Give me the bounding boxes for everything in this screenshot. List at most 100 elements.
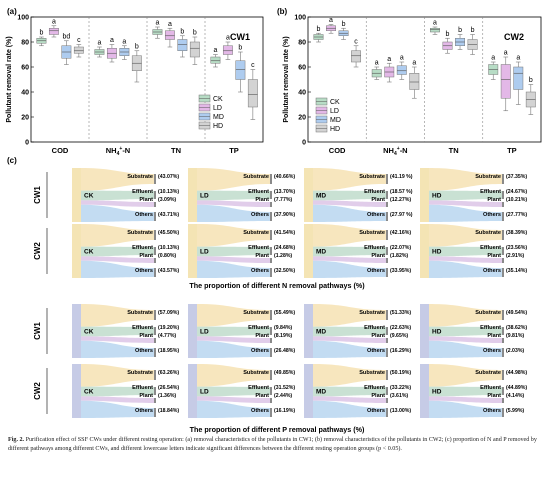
source-node	[304, 168, 313, 222]
pathway-value: (8.19%)	[274, 333, 292, 339]
pathway-label: Plant	[487, 253, 501, 259]
flow-band-effluent	[313, 190, 386, 201]
group-label: HD	[432, 193, 442, 200]
pathway-label: Plant	[139, 197, 153, 203]
pathway-value: (9.65%)	[390, 333, 408, 339]
target-node	[386, 191, 388, 199]
pathway-value: (16.19%)	[274, 408, 295, 414]
significance-letter: a	[97, 40, 101, 47]
legend-label: CK	[330, 99, 340, 106]
group-label: LD	[200, 389, 209, 396]
target-node	[386, 258, 388, 263]
pathway-label: Effluent	[364, 385, 385, 391]
flow-band-others	[81, 340, 154, 358]
target-node	[154, 327, 156, 335]
pathway-card-CK: CK Substrate (63.26%) Effluent (26.54%) Plant…	[72, 364, 179, 418]
flow-band-effluent	[429, 190, 502, 201]
pathway-value: (49.85%)	[274, 370, 295, 376]
flow-band-effluent	[81, 246, 154, 257]
y-tick-label: 40	[298, 90, 306, 97]
flow-band-plant	[81, 336, 154, 343]
group-label: HD	[432, 389, 442, 396]
pathway-label: Substrate	[475, 174, 501, 180]
pathway-label: Others	[251, 212, 269, 218]
target-node	[502, 247, 504, 255]
target-node	[386, 268, 388, 277]
panel-b-tag: CW2	[504, 32, 524, 42]
category-label: NH4+-N	[106, 146, 130, 157]
significance-letter: a	[491, 55, 495, 62]
box-LD	[164, 30, 175, 40]
pathway-value: (50.19%)	[390, 370, 411, 376]
flow-band-substrate	[313, 224, 386, 247]
significance-letter: a	[412, 60, 416, 67]
flow-band-substrate	[429, 304, 502, 327]
box-MD	[396, 65, 407, 75]
flow-band-plant	[313, 256, 386, 263]
y-axis-label: Pollutant removal rate (%)	[6, 36, 13, 122]
source-node	[188, 364, 197, 418]
pathway-label: Plant	[139, 393, 153, 399]
flow-band-plant	[313, 396, 386, 403]
pathway-label: Effluent	[248, 245, 269, 251]
source-node	[304, 224, 313, 278]
target-node	[270, 191, 272, 199]
source-node	[188, 224, 197, 278]
pathway-value: (23.56%)	[506, 245, 527, 251]
pathway-label: Effluent	[364, 325, 385, 331]
category-label: TP	[229, 146, 239, 155]
pathway-value: (63.26%)	[158, 370, 179, 376]
row-label: CW1	[33, 322, 42, 340]
pathway-label: Effluent	[132, 385, 153, 391]
target-node	[502, 212, 504, 221]
pathway-value: (41.54%)	[274, 230, 295, 236]
flow-band-plant	[429, 200, 502, 207]
pathway-label: Substrate	[475, 370, 501, 376]
pathway-label: Others	[483, 212, 501, 218]
source-node	[304, 304, 313, 358]
target-node	[270, 174, 272, 184]
pathway-label: Plant	[255, 253, 269, 259]
significance-letter: b	[180, 28, 184, 35]
box-MD	[513, 66, 524, 90]
pathway-label: Others	[135, 408, 153, 414]
pathway-card-MD: MD Substrate (42.16%) Effluent (22.07%) Plant…	[304, 224, 411, 278]
flow-band-effluent	[197, 190, 270, 201]
pathway-card-HD: HD Substrate (38.39%) Effluent (23.56%) Plant…	[420, 224, 527, 278]
pathway-card-HD: HD Substrate (37.35%) Effluent (24.67%) Plant…	[420, 168, 527, 222]
pathway-value: (33.22%)	[390, 385, 411, 391]
pathway-label: Effluent	[364, 189, 385, 195]
target-node	[154, 338, 156, 343]
target-node	[270, 398, 272, 403]
pathway-label: Others	[251, 348, 269, 354]
pathway-label: Effluent	[248, 385, 269, 391]
flow-band-plant	[429, 396, 502, 403]
source-node	[420, 168, 429, 222]
pathway-value: (31.52%)	[274, 385, 295, 391]
pathway-value: (38.62%)	[506, 325, 527, 331]
target-node	[154, 202, 156, 207]
pathway-value: (24.68%)	[274, 245, 295, 251]
target-node	[270, 408, 272, 417]
flow-band-others	[197, 260, 270, 278]
significance-letter: a	[375, 60, 379, 67]
pathway-card-CK: CK Substrate (45.50%) Effluent (10.13%) Plant…	[72, 224, 179, 278]
box-CK	[210, 56, 221, 64]
flow-band-effluent	[429, 386, 502, 397]
pathway-value: (51.33%)	[390, 310, 411, 316]
pathway-label: Others	[483, 348, 501, 354]
source-node	[72, 364, 81, 418]
pathway-value: (1.82%)	[390, 253, 408, 259]
flow-band-effluent	[81, 190, 154, 201]
pathway-value: (2.03%)	[506, 348, 524, 354]
pathway-value: (0.80%)	[158, 253, 176, 259]
pathway-value: (37.35%)	[506, 174, 527, 180]
target-node	[502, 202, 504, 207]
pathway-label: Substrate	[359, 370, 385, 376]
flow-band-effluent	[197, 386, 270, 397]
flow-band-substrate	[81, 168, 154, 191]
pathway-label: Substrate	[127, 174, 153, 180]
pathway-value: (24.67%)	[506, 189, 527, 195]
pathway-label: Substrate	[359, 230, 385, 236]
pathway-value: (13.00%)	[390, 408, 411, 414]
